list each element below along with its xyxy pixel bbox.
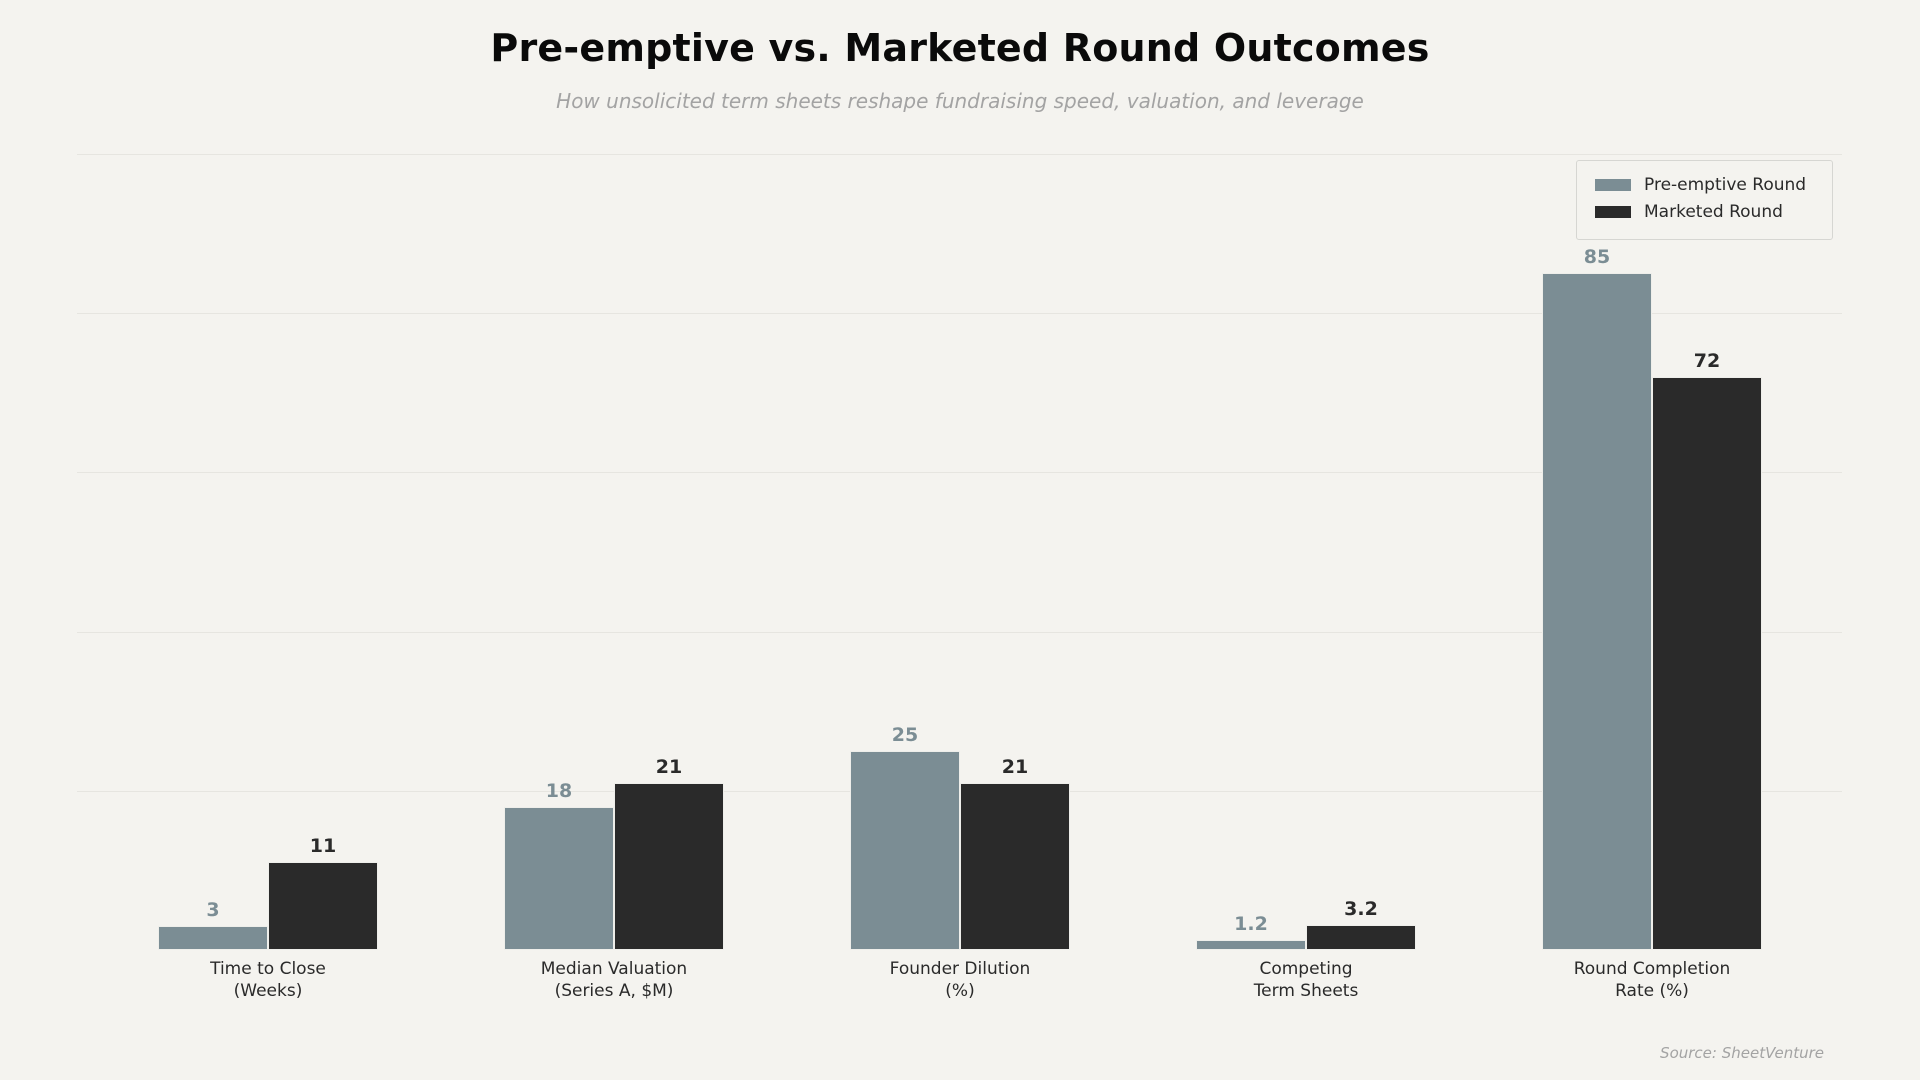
- gridline: [77, 313, 1842, 314]
- gridline: [77, 472, 1842, 473]
- bar-marketed: [960, 783, 1070, 950]
- x-axis-label: Round Completion Rate (%): [1573, 959, 1731, 1001]
- bar-pre-emptive: [850, 751, 960, 950]
- x-axis-label: Competing Term Sheets: [1253, 959, 1359, 1001]
- legend-label: Marketed Round: [1644, 202, 1783, 222]
- bar-value-label: 3: [206, 899, 220, 921]
- legend-item-marketed: Marketed Round: [1595, 202, 1783, 222]
- bar-marketed: [1306, 925, 1416, 950]
- x-axis-label: Median Valuation (Series A, $M): [540, 959, 688, 1001]
- bar-value-label: 18: [545, 780, 573, 802]
- legend-swatch-marketed: [1595, 206, 1631, 218]
- bar-pre-emptive: [1542, 273, 1652, 950]
- legend-swatch-pre-emptive: [1595, 179, 1631, 191]
- legend-item-pre-emptive: Pre-emptive Round: [1595, 175, 1806, 195]
- x-axis-label: Time to Close (Weeks): [210, 959, 326, 1001]
- bar-pre-emptive: [1196, 940, 1306, 950]
- bar-value-label: 25: [891, 724, 919, 746]
- bar-value-label: 21: [1001, 756, 1029, 778]
- source-note: Source: SheetVenture: [1660, 1044, 1824, 1062]
- bar-value-label: 21: [655, 756, 683, 778]
- bar-pre-emptive: [504, 807, 614, 950]
- gridline: [77, 154, 1842, 155]
- bar-value-label: 11: [309, 835, 337, 857]
- chart-title: Pre-emptive vs. Marketed Round Outcomes: [490, 26, 1430, 70]
- chart-subtitle: How unsolicited term sheets reshape fund…: [556, 89, 1364, 113]
- x-axis-label: Founder Dilution (%): [889, 959, 1031, 1001]
- bar-value-label: 1.2: [1234, 913, 1268, 935]
- bar-marketed: [1652, 377, 1762, 950]
- bar-value-label: 72: [1693, 350, 1721, 372]
- bar-value-label: 85: [1583, 246, 1611, 268]
- legend: Pre-emptive Round Marketed Round: [1576, 160, 1833, 240]
- bar-marketed: [614, 783, 724, 950]
- bar-pre-emptive: [158, 926, 268, 950]
- bar-value-label: 3.2: [1344, 898, 1378, 920]
- legend-label: Pre-emptive Round: [1644, 175, 1807, 195]
- gridline: [77, 632, 1842, 633]
- bar-marketed: [268, 862, 378, 950]
